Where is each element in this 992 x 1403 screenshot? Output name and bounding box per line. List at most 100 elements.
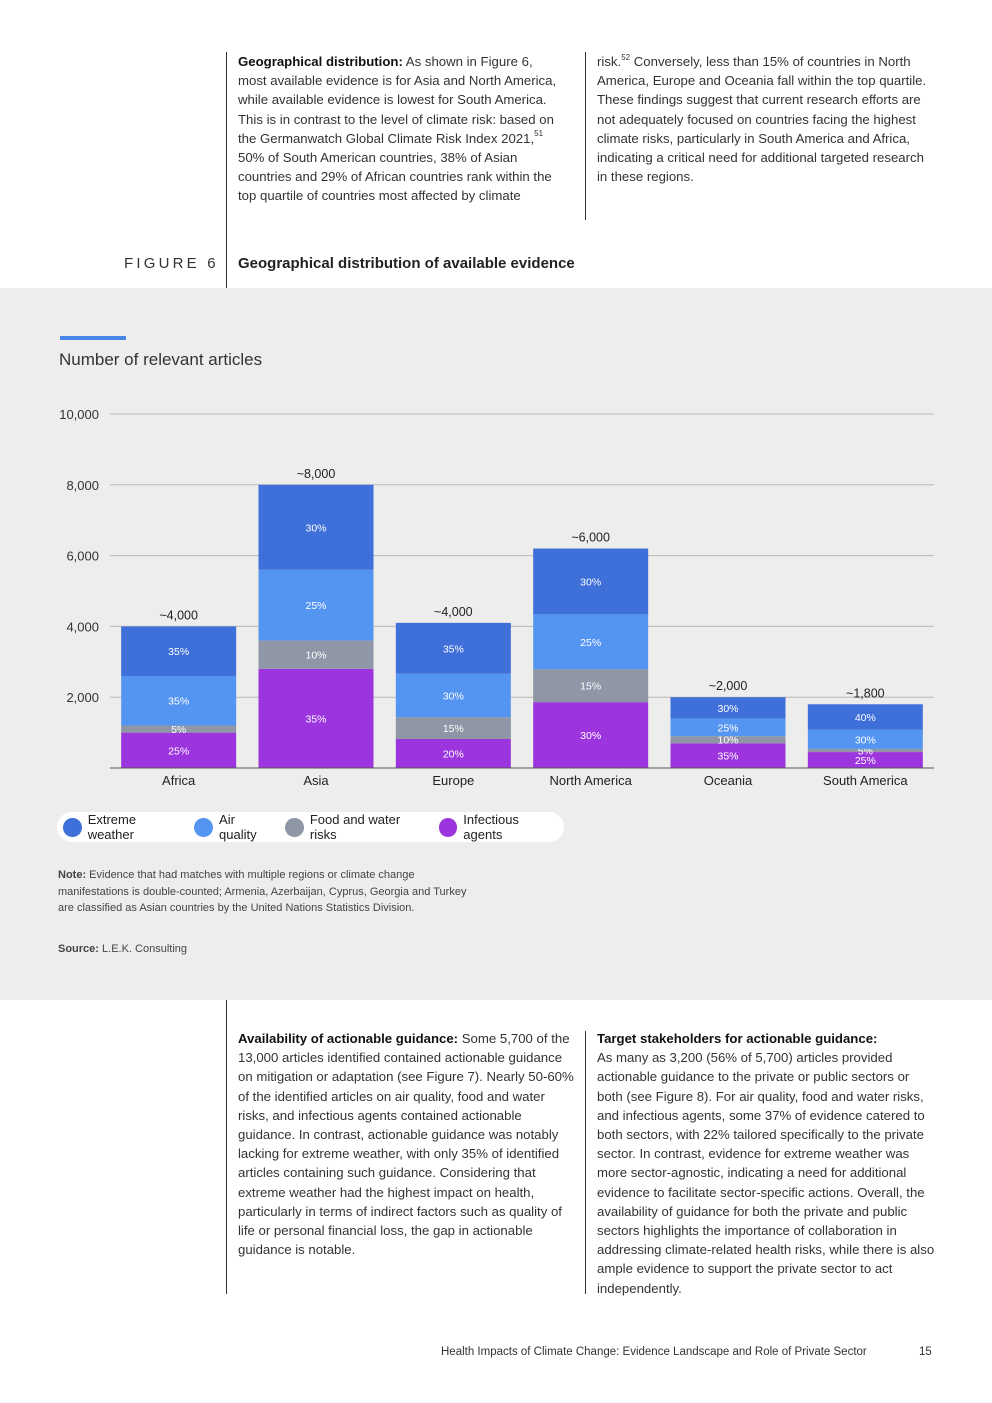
bar-segment: [807, 729, 923, 749]
bar-segment-label: 35%: [305, 713, 326, 725]
bar-segment: [670, 736, 786, 744]
bar-segment: [395, 622, 511, 674]
bar-segment-label: 30%: [305, 522, 326, 534]
chart-y-axis-ticks: 2,000 4,000 6,000 8,000 10,000: [59, 407, 99, 705]
bar-segment: [533, 614, 649, 670]
stacked-bar-chart: 2,000 4,000 6,000 8,000 10,000 25% 5% 35% 35% ~4…: [59, 407, 934, 788]
legend-label: Air quality: [219, 812, 257, 842]
bar-segment: [807, 704, 923, 730]
intro-right-text-b: Conversely, less than 15% of countries i…: [597, 54, 927, 185]
legend-item: Air quality: [194, 812, 275, 842]
body-left-paragraph: Availability of actionable guidance: Som…: [238, 1029, 574, 1259]
legend-swatch: [285, 817, 304, 837]
column-divider-intro-left: [226, 52, 227, 288]
bar-segment: [395, 673, 511, 718]
footer-title: Health Impacts of Climate Change:: [441, 1346, 620, 1358]
legend-item: Extreme weather: [63, 812, 184, 842]
x-tick-label: Oceania: [704, 773, 753, 788]
x-tick-label: Europe: [432, 773, 474, 788]
chart-legend: Extreme weather Air quality Food and water…: [57, 812, 564, 842]
chart-title: Number of relevant articles: [59, 350, 263, 369]
bar-segment-label: 25%: [305, 600, 326, 612]
bar-segment-label: 30%: [443, 690, 464, 702]
bar-total-label: ~2,000: [709, 679, 748, 693]
bar-segment: [533, 548, 649, 615]
bar-segment: [258, 640, 374, 669]
bar-segment-label: 40%: [855, 712, 876, 724]
bar-segment-label: 10%: [305, 650, 326, 662]
bar-segment: [121, 732, 237, 768]
y-tick-label: 2,000: [66, 690, 99, 705]
body-left-lead: Availability of actionable guidance:: [238, 1031, 459, 1046]
y-tick-label: 10,000: [59, 407, 99, 422]
bar-segment-label: 30%: [717, 703, 738, 715]
chart-x-axis-ticks: Africa Asia Europe North America Oceania Sout…: [162, 773, 908, 788]
bar-segment: [121, 675, 237, 726]
bar-segment-label: 25%: [717, 722, 738, 734]
bar-segment-label: 20%: [443, 748, 464, 760]
bar-segment: [670, 743, 786, 768]
bar-segment: [395, 717, 511, 739]
bar-segment-label: 30%: [580, 730, 601, 742]
x-tick-label: Africa: [162, 773, 196, 788]
y-tick-label: 4,000: [66, 619, 99, 634]
bar-segment-label: 15%: [443, 723, 464, 735]
chart-gridlines: [110, 413, 934, 698]
intro-left-text-b: 50% of South American countries, 38% of …: [238, 150, 552, 204]
figure-accent-bar: [60, 336, 126, 340]
bar-segment: [807, 752, 923, 768]
figure-note: Note: Evidence that had matches with mul…: [58, 867, 468, 917]
bar-segment-label: 35%: [443, 643, 464, 655]
bar-segment: [670, 697, 786, 719]
body-right-lead: Target stakeholders for actionable guida…: [597, 1031, 878, 1046]
intro-left-paragraph: Geographical distribution: As shown in F…: [238, 52, 558, 206]
figure-source-text: L.E.K. Consulting: [98, 943, 188, 955]
figure-label: FIGURE 6: [124, 255, 219, 272]
figure-title: Geographical distribution of available e…: [238, 255, 575, 272]
legend-swatch: [63, 817, 82, 837]
figure-source-lead: Source:: [58, 943, 99, 955]
bar-segment: [121, 725, 237, 733]
bar-segment: [670, 718, 786, 737]
figure-note-lead: Note:: [58, 869, 87, 881]
bar-segment: [533, 702, 649, 768]
intro-left-ref: 51: [534, 129, 544, 139]
bar-segment-label: 35%: [717, 751, 738, 763]
legend-swatch: [194, 817, 214, 837]
column-divider-intro-mid: [585, 52, 586, 220]
bar-segment-label: 30%: [580, 576, 601, 588]
legend-label: Infectious agents: [463, 812, 519, 842]
legend-item: Infectious agents: [438, 812, 560, 842]
x-tick-label: South America: [823, 773, 908, 788]
bar-segment-label: 10%: [717, 735, 738, 747]
bar-segment-label: 30%: [855, 734, 876, 746]
body-right-text: As many as 3,200 (56% of 5,700) articles…: [597, 1050, 935, 1296]
body-right-paragraph: Target stakeholders for actionable guida…: [597, 1029, 937, 1298]
chart-bars: 25%5%35%35%~4,00035%10%25%30%~8,00020%15…: [121, 467, 923, 768]
bar-segment: [258, 668, 374, 768]
bar-segment-label: 15%: [580, 681, 601, 693]
bar-total-label: ~8,000: [297, 467, 336, 481]
intro-left-lead: Geographical distribution:: [238, 54, 403, 69]
bar-segment-label: 25%: [855, 755, 876, 767]
intro-right-ref: 52: [621, 52, 631, 62]
page-footer: Health Impacts of Climate Change: Eviden…: [441, 1346, 867, 1358]
bar-segment: [395, 738, 511, 768]
intro-left-text-a: As shown in Figure 6, most available evi…: [238, 54, 557, 146]
legend-label: Extreme weather: [87, 812, 137, 842]
footer-subtitle: Evidence Landscape and Role of Private S…: [619, 1346, 867, 1358]
x-tick-label: North America: [549, 773, 632, 788]
bar-segment: [121, 626, 237, 676]
x-tick-label: Asia: [303, 773, 329, 788]
legend-label: Food and water risks: [309, 812, 401, 842]
bar-segment-label: 35%: [168, 646, 189, 658]
bar-total-label: ~4,000: [159, 608, 198, 622]
intro-right-text-a: risk.: [597, 54, 622, 69]
figure-note-text: Evidence that had matches with multiple …: [58, 869, 467, 915]
bar-segment-label: 25%: [580, 637, 601, 649]
body-left-text: Some 5,700 of the 13,000 articles identi…: [238, 1031, 574, 1258]
bar-segment-label: 5%: [171, 724, 186, 736]
y-tick-label: 8,000: [66, 478, 99, 493]
bar-total-label: ~6,000: [571, 531, 610, 545]
column-divider-body-mid: [585, 1031, 586, 1294]
